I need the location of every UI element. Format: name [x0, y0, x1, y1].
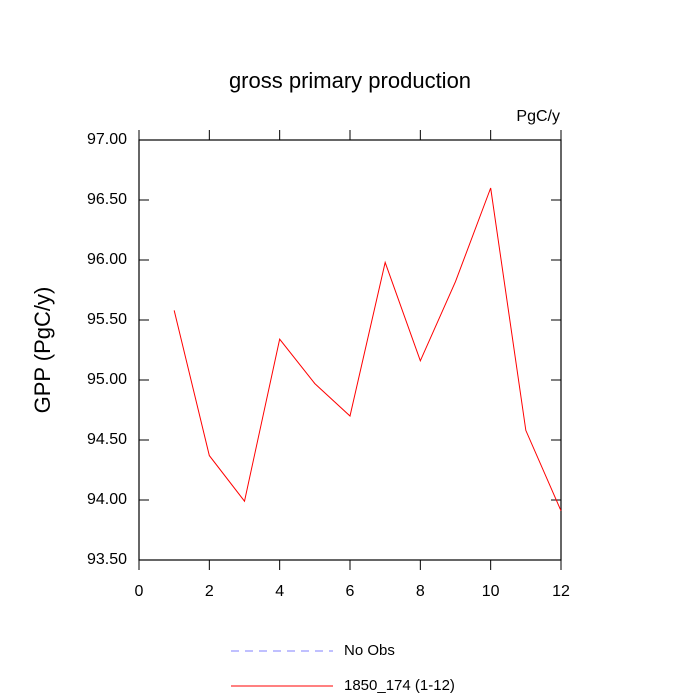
- data-line: [173, 187, 562, 512]
- y-tick-label: 95.00: [87, 371, 127, 388]
- x-tick-label: 4: [275, 583, 284, 600]
- x-tick-label: 12: [552, 583, 570, 600]
- chart-title: gross primary production: [229, 68, 471, 93]
- y-tick-label: 97.00: [87, 131, 127, 148]
- y-tick-label: 94.50: [87, 431, 127, 448]
- y-tick-label: 96.00: [87, 251, 127, 268]
- x-tick-label: 6: [346, 583, 355, 600]
- y-tick-label: 96.50: [87, 191, 127, 208]
- y-tick-label: 95.50: [87, 311, 127, 328]
- legend-label: No Obs: [344, 642, 395, 659]
- x-tick-label: 10: [482, 583, 500, 600]
- plot-frame: [138, 139, 562, 561]
- y-tick-label: 93.50: [87, 551, 127, 568]
- x-tick-label: 2: [205, 583, 214, 600]
- legend-label: 1850_174 (1-12): [344, 677, 455, 694]
- x-tick-label: 8: [416, 583, 425, 600]
- y-axis-label: GPP (PgC/y): [30, 287, 55, 414]
- units-label: PgC/y: [516, 108, 560, 125]
- x-tick-label: 0: [135, 583, 144, 600]
- y-tick-label: 94.00: [87, 491, 127, 508]
